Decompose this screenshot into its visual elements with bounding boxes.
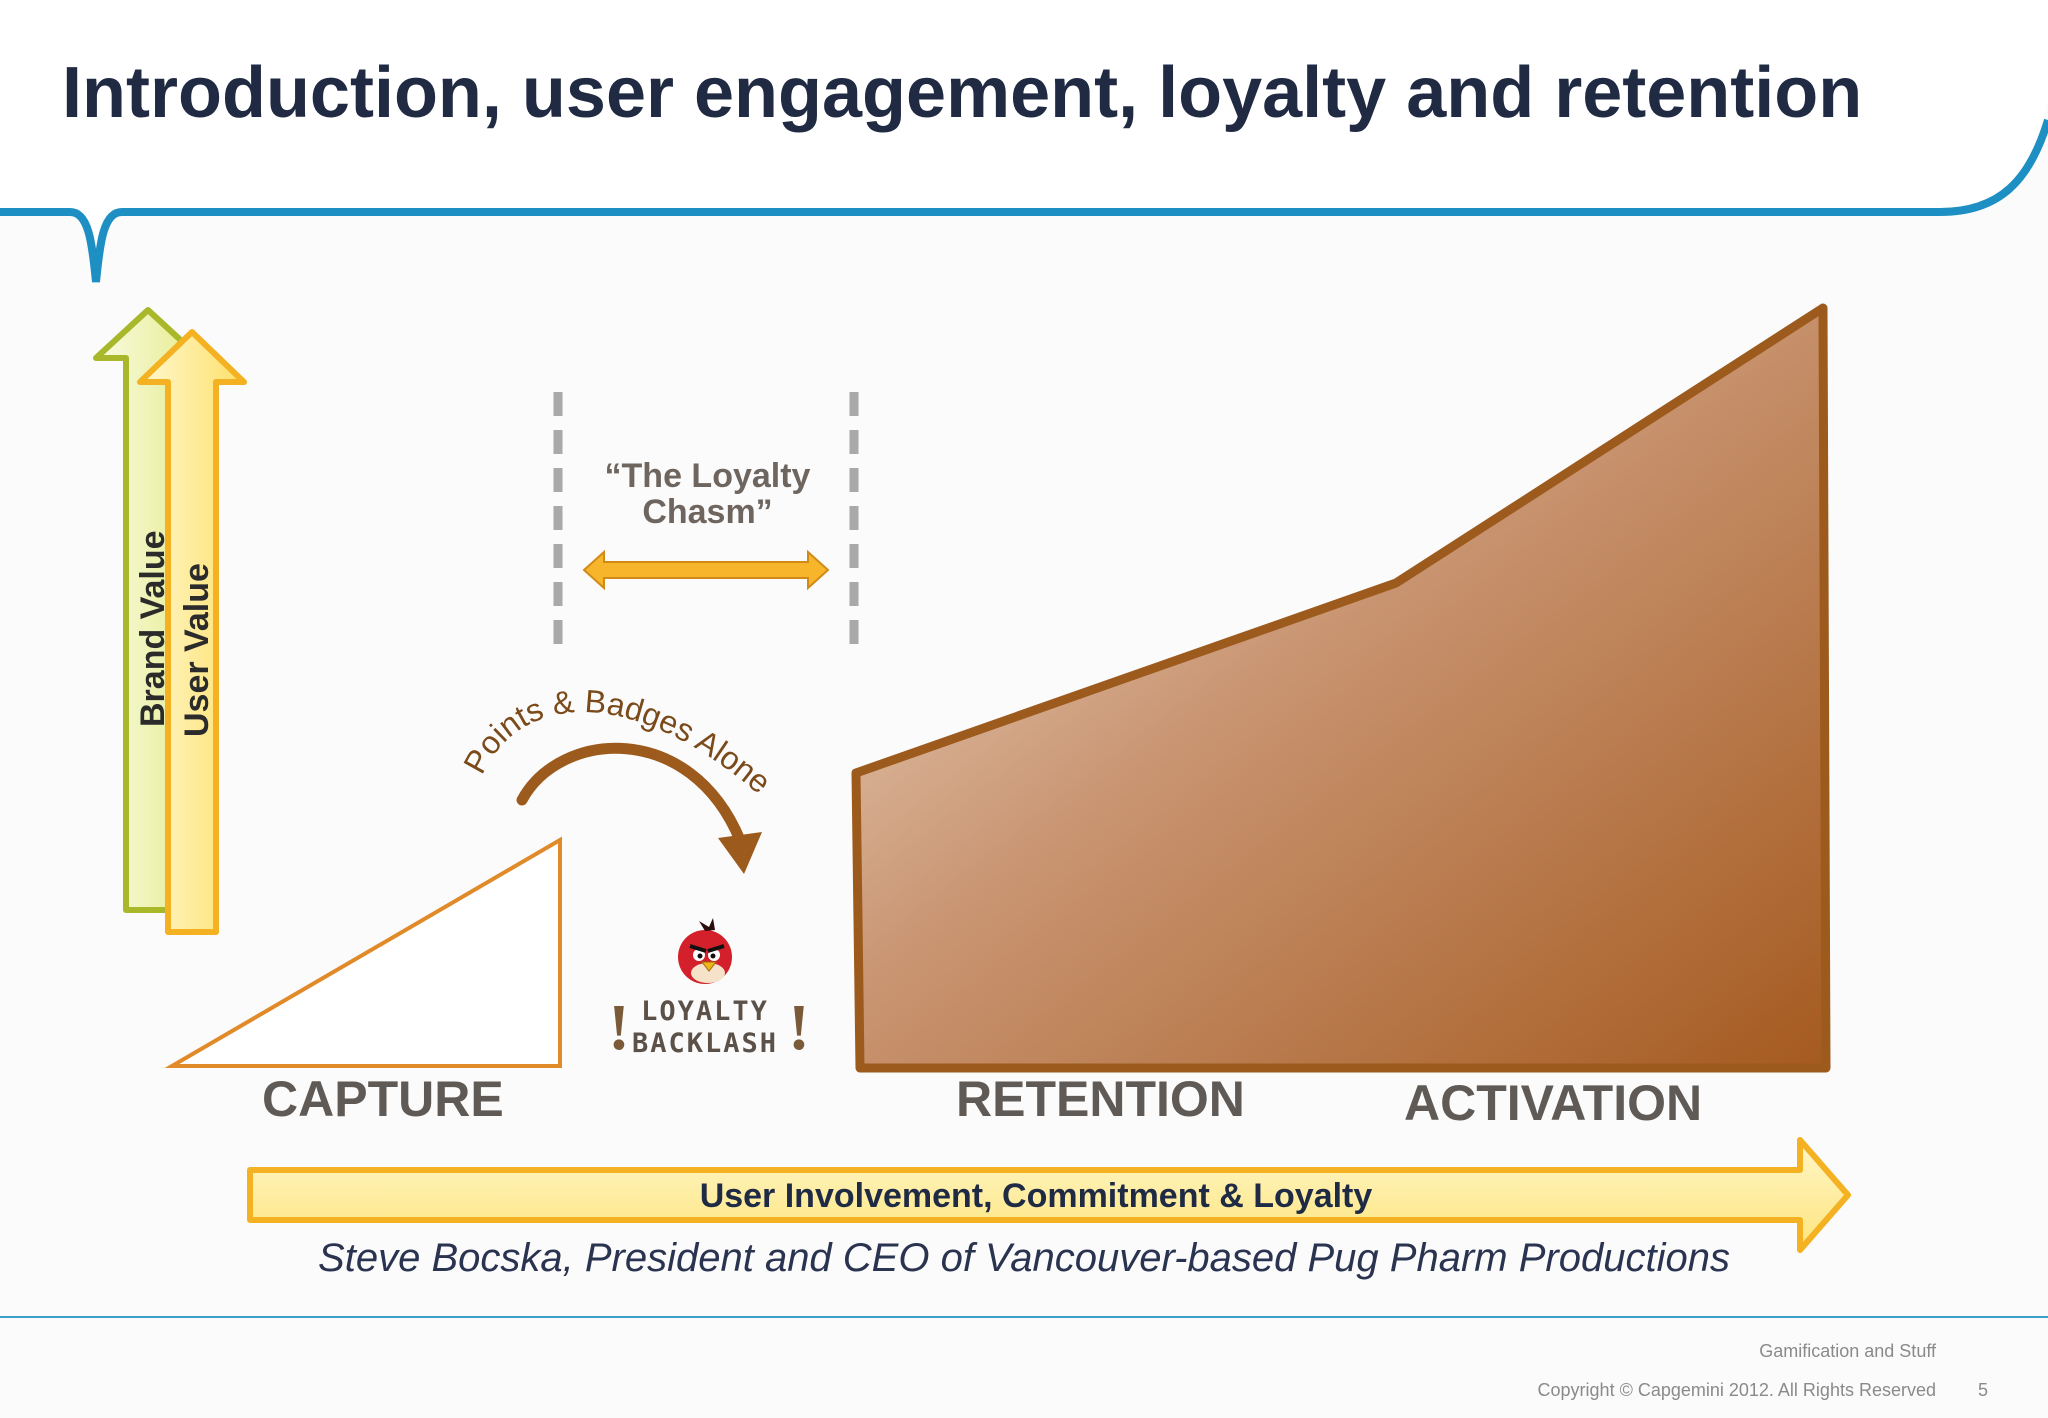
footer-copyright: Copyright © Capgemini 2012. All Rights R…	[1537, 1380, 1936, 1400]
footer-divider	[0, 1316, 2048, 1318]
loyalty-backlash-badge: ! LOYALTY BACKLASH !	[608, 990, 810, 1064]
backlash-text: LOYALTY BACKLASH	[630, 996, 780, 1060]
curved-arrow-head	[718, 832, 762, 874]
header-line	[0, 118, 2048, 283]
stage-activation: ACTIVATION	[1404, 1075, 1703, 1131]
backlash-right-exclamation: !	[788, 991, 810, 1064]
brand-value-label: Brand Value	[134, 530, 172, 727]
involvement-arrow	[247, 1137, 1851, 1253]
user-value-label: User Value	[178, 563, 216, 737]
backlash-left-exclamation: !	[608, 991, 630, 1064]
footer-subtitle: Gamification and Stuff	[1759, 1341, 1936, 1361]
stage-retention: RETENTION	[956, 1071, 1245, 1127]
points-badges-curved-arrow	[516, 742, 746, 846]
backlash-line-1: LOYALTY	[641, 996, 769, 1027]
header-background	[0, 0, 2048, 280]
involvement-label: User Involvement, Commitment & Loyalty	[700, 1177, 1373, 1215]
user-value-arrow	[137, 329, 247, 935]
capture-triangle	[164, 836, 562, 1068]
page-title: Introduction, user engagement, loyalty a…	[62, 53, 1863, 133]
stage-capture: CAPTURE	[262, 1071, 504, 1127]
chasm-double-arrow	[582, 549, 830, 591]
backlash-line-2: BACKLASH	[631, 1028, 779, 1059]
page-number: 5	[1978, 1380, 1989, 1400]
angry-bird-icon	[678, 918, 732, 984]
loyalty-chasm-label: “The Loyalty Chasm”	[604, 457, 811, 531]
points-badges-label: Points & Badges Alone	[456, 683, 778, 800]
retention-activation-shape	[851, 303, 1831, 1073]
quote-credit: Steve Bocska, President and CEO of Vanco…	[318, 1236, 1730, 1280]
